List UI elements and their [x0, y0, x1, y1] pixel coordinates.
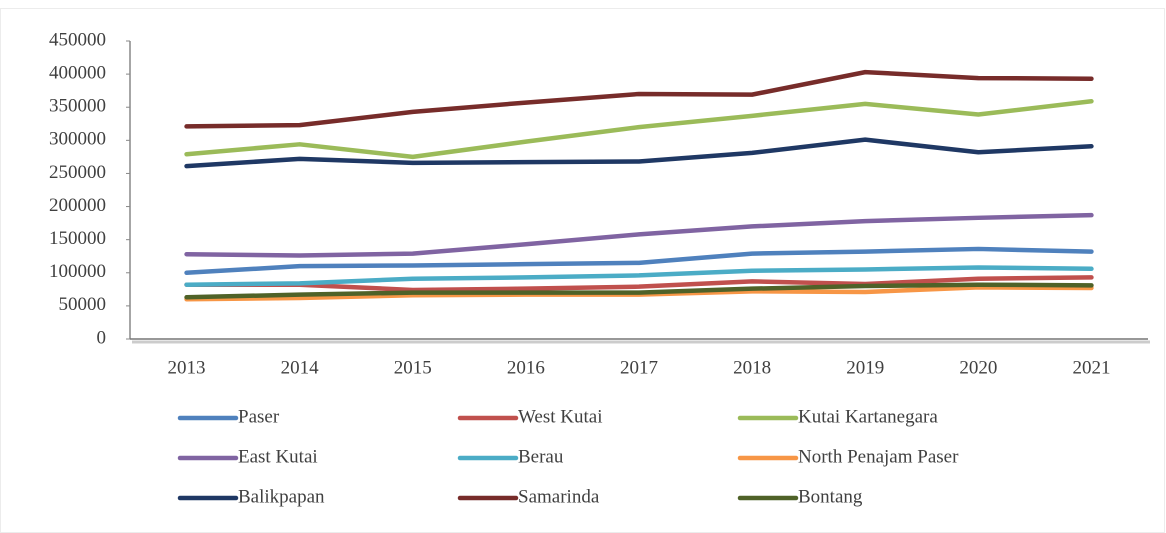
legend-label: Paser — [238, 406, 280, 427]
series-line — [184, 246, 1094, 276]
x-tick-label: 2021 — [1072, 357, 1110, 378]
y-tick-label: 300000 — [49, 129, 106, 150]
x-tick-label: 2013 — [168, 357, 206, 378]
series-line — [184, 137, 1094, 169]
y-tick-label: 150000 — [49, 228, 106, 249]
legend-label: Samarinda — [518, 486, 600, 507]
y-tick-label: 100000 — [49, 261, 106, 282]
legend-label: Kutai Kartanegara — [798, 406, 938, 427]
y-tick-label: 0 — [97, 327, 107, 348]
x-tick-label: 2019 — [846, 357, 884, 378]
y-tick-label: 400000 — [49, 62, 106, 83]
y-tick-label: 50000 — [59, 294, 107, 315]
x-tick-label: 2016 — [507, 357, 545, 378]
chart-border — [0, 8, 1165, 533]
series-line — [184, 282, 1094, 300]
x-tick-label: 2014 — [281, 357, 320, 378]
legend-label: West Kutai — [518, 406, 602, 427]
series-line — [184, 212, 1094, 258]
legend-label: East Kutai — [238, 446, 318, 467]
series-line — [184, 265, 1094, 287]
x-tick-label: 2018 — [733, 357, 771, 378]
y-tick-label: 250000 — [49, 162, 106, 183]
y-tick-label: 200000 — [49, 195, 106, 216]
legend-label: North Penajam Paser — [798, 446, 959, 467]
series-line — [184, 99, 1094, 160]
series-line — [184, 275, 1094, 293]
y-tick-label: 450000 — [49, 29, 106, 50]
x-tick-label: 2017 — [620, 357, 658, 378]
series-line — [184, 69, 1094, 129]
x-tick-label: 2015 — [394, 357, 432, 378]
legend-label: Balikpapan — [238, 486, 325, 507]
y-tick-label: 350000 — [49, 96, 106, 117]
x-tick-label: 2020 — [959, 357, 997, 378]
legend-label: Bontang — [798, 486, 863, 507]
legend-label: Berau — [518, 446, 564, 467]
